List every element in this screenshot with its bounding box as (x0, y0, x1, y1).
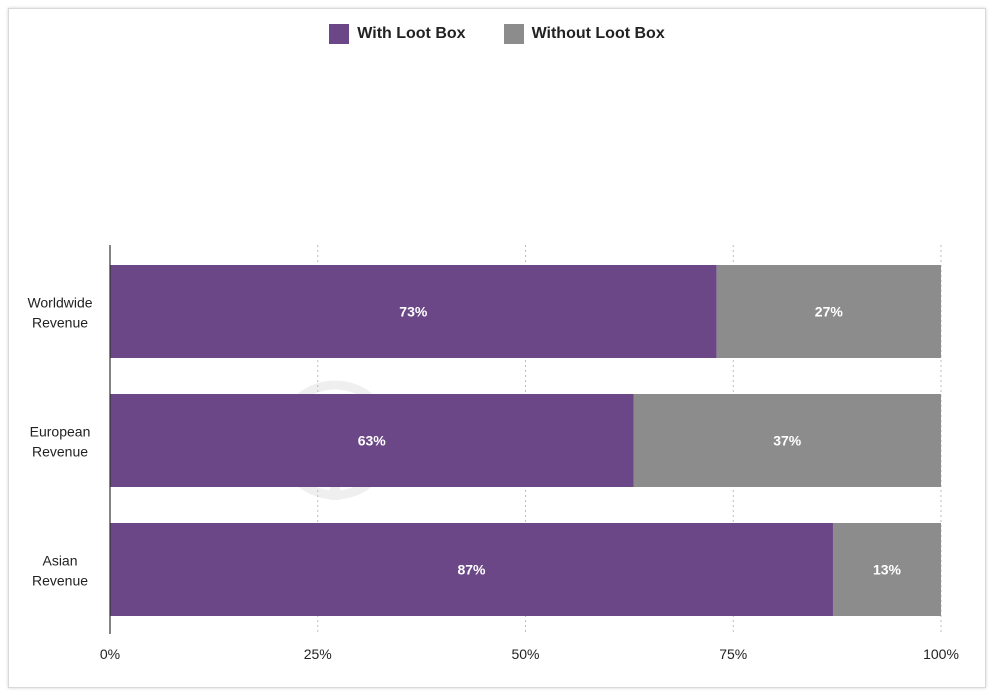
legend-swatch-with-loot-box (329, 24, 350, 44)
bar-without-loot-box (716, 265, 941, 358)
x-tick-label: 75% (719, 646, 747, 662)
x-tick-label: 25% (304, 646, 332, 662)
bar-value-label: 27% (815, 304, 844, 320)
bar-value-label: 13% (873, 562, 902, 578)
bar-with-loot-box (110, 523, 833, 616)
category-label: Asian (42, 553, 77, 569)
legend-item-with-loot-box: With Loot Box (329, 24, 466, 44)
category-label: Revenue (32, 444, 88, 460)
x-tick-label: 100% (923, 646, 959, 662)
category-label: Revenue (32, 315, 88, 331)
x-tick-label: 50% (511, 646, 539, 662)
bar-with-loot-box (110, 265, 717, 358)
bar-value-label: 37% (773, 433, 802, 449)
category-label: European (30, 424, 91, 440)
legend-swatch-without-loot-box (503, 24, 524, 44)
legend: With Loot Box Without Loot Box (0, 24, 994, 44)
bar-value-label: 63% (358, 433, 387, 449)
bar-with-loot-box (110, 394, 634, 487)
x-tick-label: 0% (100, 646, 120, 662)
legend-item-without-loot-box: Without Loot Box (503, 24, 665, 44)
category-label: Worldwide (27, 295, 92, 311)
legend-label-without-loot-box: Without Loot Box (531, 25, 665, 42)
bar-value-label: 87% (457, 562, 486, 578)
bar-value-label: 73% (399, 304, 428, 320)
bar-without-loot-box (633, 394, 941, 487)
legend-label-with-loot-box: With Loot Box (357, 25, 466, 42)
bar-without-loot-box (832, 523, 941, 616)
category-label: Revenue (32, 573, 88, 589)
